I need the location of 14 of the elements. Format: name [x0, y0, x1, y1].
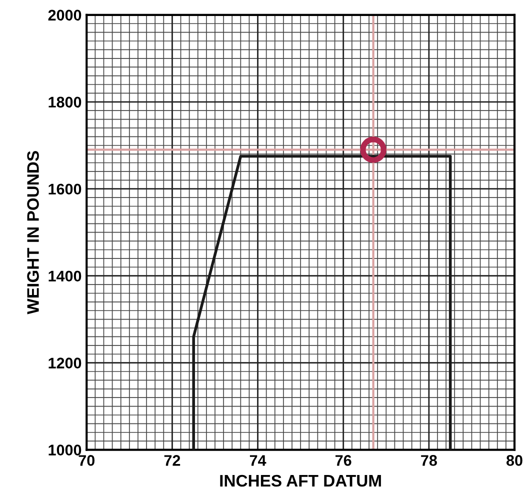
- y-tick-label: 1000: [48, 444, 82, 456]
- y-tick-label: 2000: [48, 10, 82, 21]
- y-axis-title: WEIGHT IN POUNDS: [27, 151, 39, 314]
- x-tick-label: 76: [336, 455, 352, 466]
- x-tick-label: 80: [506, 455, 522, 466]
- x-axis-title: INCHES AFT DATUM: [220, 474, 381, 487]
- y-tick-label: 1400: [48, 270, 82, 282]
- x-tick-label: 72: [164, 455, 180, 466]
- x-tick-label: 70: [78, 455, 94, 466]
- x-tick-label: 74: [250, 455, 266, 466]
- y-tick-label: 1200: [48, 358, 82, 368]
- y-tick-label: 1800: [48, 96, 82, 108]
- y-tick-label: 1600: [48, 184, 82, 195]
- x-tick-label: 78: [421, 455, 437, 466]
